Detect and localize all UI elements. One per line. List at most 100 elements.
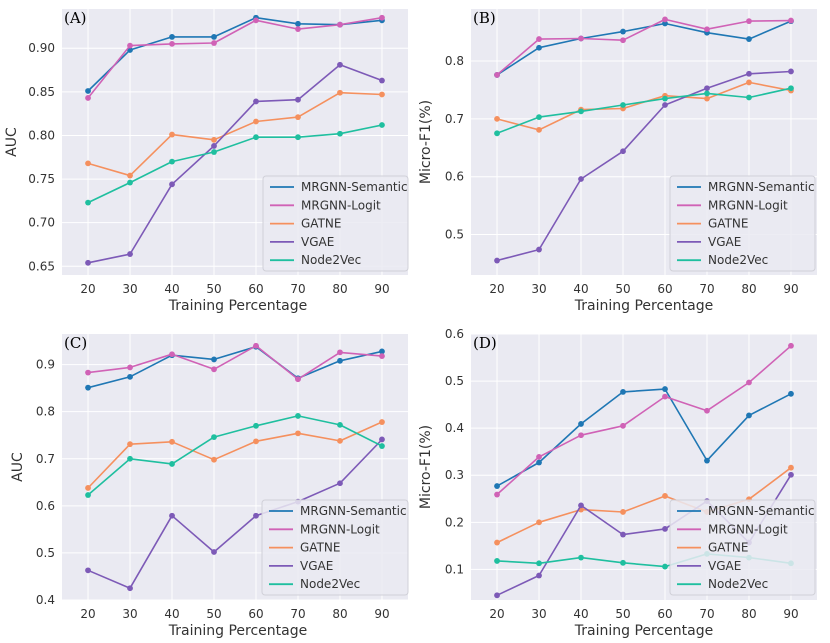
legend: MRGNN-Semantic MRGNN-Logit GATNE VGAE Node2V… — [261, 499, 409, 596]
y-tick-label: 0.6 — [445, 327, 464, 341]
y-tick-label: 0.80 — [28, 128, 55, 142]
x-tick-label: 80 — [741, 282, 756, 296]
data-point — [536, 114, 542, 121]
y-tick-label: 0.70 — [28, 216, 55, 230]
data-point — [536, 519, 542, 526]
y-tick-label: 0.5 — [445, 374, 464, 388]
y-tick-label: 0.3 — [445, 468, 464, 482]
data-point — [746, 70, 752, 77]
data-point — [578, 432, 584, 439]
x-tick-label: 80 — [332, 282, 347, 296]
y-tick-label: 0.4 — [36, 593, 55, 607]
data-point — [127, 455, 133, 462]
data-point — [127, 585, 133, 592]
y-tick-label: 0.2 — [445, 515, 464, 529]
data-point — [379, 443, 385, 449]
x-axis-title: Training Percentage — [168, 298, 307, 314]
data-point — [211, 136, 217, 143]
data-point — [211, 356, 217, 363]
data-point — [85, 492, 91, 498]
legend-label: GATNE — [301, 217, 341, 231]
data-point — [620, 148, 626, 155]
chart-panel-3: 0.4 0.5 0.6 0.7 0.8 0.9 20 30 40 50 60 70 80 90 Traini… — [10, 334, 409, 639]
data-point — [662, 16, 668, 23]
data-point — [536, 459, 542, 466]
data-point — [704, 457, 710, 464]
data-point — [536, 572, 542, 579]
series-mrgnn-semantic — [494, 18, 794, 78]
data-point — [620, 559, 626, 566]
data-point — [295, 134, 301, 141]
legend-label: MRGNN-Logit — [300, 522, 380, 536]
legend-label: Node2Vec — [301, 253, 361, 267]
y-tick-label: 0.85 — [28, 85, 55, 99]
data-point — [494, 257, 500, 264]
x-tick-label: 90 — [783, 282, 798, 296]
data-point — [253, 512, 259, 519]
data-point — [337, 421, 343, 428]
data-point — [788, 17, 794, 24]
panel-label: (B) — [473, 9, 496, 27]
y-tick-label: 0.9 — [36, 358, 55, 372]
chart-panel-4: 0.1 0.2 0.3 0.4 0.5 0.6 20 30 40 50 60 70 80 90 Traini… — [418, 327, 817, 639]
data-point — [788, 464, 794, 471]
y-tick-label: 0.7 — [445, 112, 464, 126]
x-tick-label: 20 — [80, 282, 95, 296]
data-point — [337, 437, 343, 444]
data-point — [127, 172, 133, 179]
y-axis-title: Micro-F1(%) — [418, 100, 434, 184]
series-line — [496, 20, 792, 76]
series-line — [496, 388, 792, 487]
y-tick-label: 0.65 — [28, 259, 55, 273]
y-tick-label: 0.8 — [36, 405, 55, 419]
data-point — [578, 421, 584, 427]
data-point — [494, 115, 500, 122]
data-point — [85, 259, 91, 266]
x-tick-label: 50 — [206, 282, 221, 296]
series-line — [87, 91, 383, 177]
data-point — [169, 461, 175, 467]
x-tick-label: 90 — [783, 607, 798, 621]
data-point — [494, 491, 500, 498]
series-node2vec — [494, 85, 794, 137]
data-point — [295, 26, 301, 32]
data-point — [295, 430, 301, 437]
data-point — [127, 373, 133, 380]
series-mrgnn-semantic — [494, 386, 794, 489]
y-tick-label: 0.1 — [445, 562, 464, 576]
x-tick-label: 50 — [206, 607, 221, 621]
data-point — [295, 376, 301, 383]
data-point — [662, 20, 668, 27]
data-point — [494, 558, 500, 564]
x-tick-label: 60 — [248, 282, 263, 296]
data-point — [337, 130, 343, 137]
x-tick-label: 20 — [489, 607, 504, 621]
data-point — [211, 366, 217, 373]
data-point — [337, 89, 343, 96]
x-tick-label: 80 — [332, 607, 347, 621]
data-point — [704, 26, 710, 33]
data-point — [662, 563, 668, 570]
x-tick-label: 80 — [741, 607, 756, 621]
data-point — [85, 199, 91, 206]
panel-label: (D) — [473, 334, 497, 352]
legend: MRGNN-Semantic MRGNN-Logit GATNE VGAE Node2V… — [669, 175, 816, 272]
data-point — [662, 386, 668, 392]
x-tick-label: 70 — [290, 282, 305, 296]
series-line — [87, 64, 383, 264]
data-point — [536, 126, 542, 133]
data-point — [253, 118, 259, 125]
data-point — [169, 40, 175, 47]
data-point — [662, 95, 668, 102]
series-vgae — [85, 61, 385, 266]
data-point — [620, 102, 626, 108]
data-point — [704, 95, 710, 102]
data-point — [620, 531, 626, 538]
x-tick-label: 90 — [374, 282, 389, 296]
series-line — [87, 345, 383, 389]
data-point — [788, 85, 794, 92]
series-line — [87, 344, 383, 381]
data-point — [85, 384, 91, 391]
y-tick-label: 0.75 — [28, 172, 55, 186]
